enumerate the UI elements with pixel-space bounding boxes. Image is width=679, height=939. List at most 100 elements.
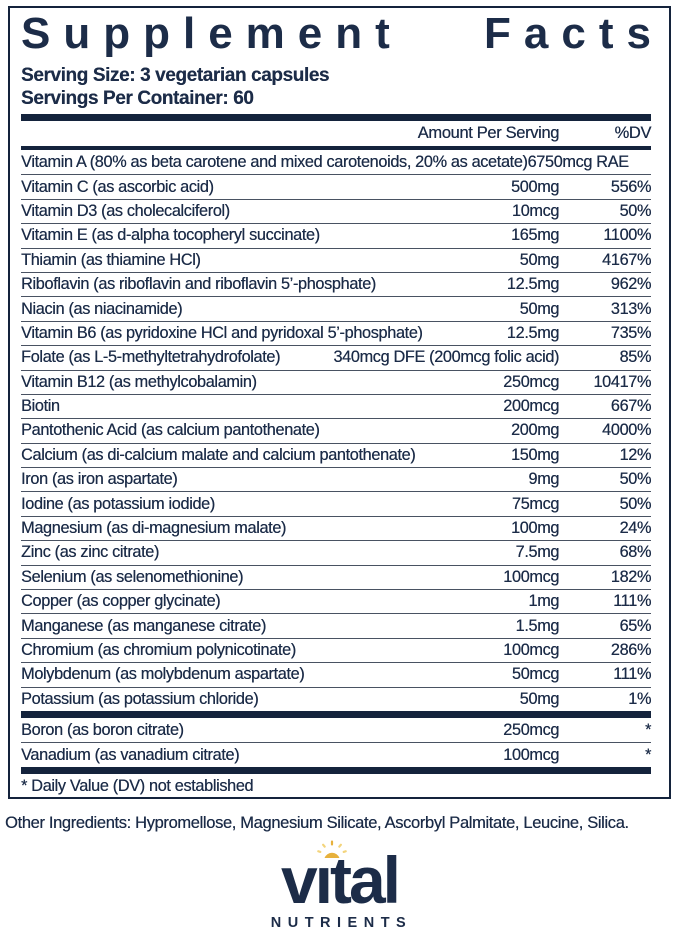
ingredient-name: Potassium (as potassium chloride)	[21, 689, 259, 708]
divider-thick-bottom	[21, 766, 651, 774]
ingredient-dv: 50%	[619, 470, 651, 489]
table-row: Molybdenum (as molybdenum aspartate) 50m…	[21, 662, 651, 686]
ingredient-dv: 286%	[610, 641, 652, 659]
ingredient-dv: 1%	[628, 689, 651, 708]
table-row: Selenium (as selenomethionine) 100mcg 18…	[21, 564, 652, 589]
ingredient-name: Boron (as boron citrate)	[21, 720, 184, 739]
table-row: Vitamin C (as ascorbic acid) 500mg 556%	[21, 174, 651, 198]
ingredient-dv: 24%	[619, 519, 651, 538]
ingredient-amount: 100mcg	[503, 567, 559, 586]
ingredient-name: Thiamin (as thiamine HCl)	[21, 250, 201, 269]
ingredient-dv: 12%	[619, 445, 651, 464]
ingredient-name: Vitamin B12 (as methylcobalamin)	[21, 372, 257, 391]
table-row: Pantothenic Acid (as calcium pantothenat…	[21, 418, 651, 442]
ingredient-amount: 100mcg	[503, 641, 559, 659]
ingredient-amount: 340mcg DFE (200mcg folic acid)	[333, 348, 559, 367]
ingredient-amount: 200mcg	[503, 397, 559, 416]
supplement-facts-panel: Supplement Facts Serving Size: 3 vegetar…	[8, 6, 671, 799]
ingredient-dv: 111%	[613, 665, 651, 684]
ingredient-amount: 12.5mg	[506, 323, 560, 342]
ingredient-dv: 313%	[610, 299, 652, 318]
ingredient-dv: 4000%	[602, 421, 651, 440]
divider-medium-header	[21, 146, 651, 150]
table-row: Vitamin E (as d-alpha tocopheryl succina…	[21, 223, 651, 247]
table-row: Potassium (as potassium chloride) 50mg 1…	[21, 686, 651, 711]
table-row: Vitamin B12 (as methylcobalamin) 250mcg …	[21, 369, 651, 394]
table-row: Calcium (as di-calcium malate and calciu…	[21, 442, 651, 467]
ingredient-dv: 1100%	[603, 226, 651, 245]
table-row: Iron (as iron aspartate) 9mg 50%	[21, 467, 651, 491]
ingredient-amount: 100mcg	[503, 745, 559, 764]
ingredient-amount: 250mcg	[503, 372, 559, 391]
ingredient-dv: 962%	[610, 275, 652, 294]
table-row: Vitamin A (80% as beta carotene and mixe…	[21, 150, 651, 174]
divider-thick-top	[21, 114, 651, 121]
main-rows: Vitamin A (80% as beta carotene and mixe…	[21, 150, 651, 711]
table-header-row: Amount Per Serving %DV	[21, 121, 652, 146]
ingredient-name: Zinc (as zinc citrate)	[21, 543, 159, 562]
ingredient-name: Copper (as copper glycinate)	[21, 592, 221, 611]
ingredient-name: Niacin (as niacinamide)	[21, 299, 183, 318]
table-row: Manganese (as manganese citrate) 1.5mg 6…	[21, 613, 651, 637]
ingredient-amount: 6750mcg RAE	[527, 152, 629, 171]
ingredient-amount: 75mcg	[511, 494, 559, 513]
panel-title-word-2: Facts	[484, 9, 664, 58]
ingredient-dv: 556%	[610, 177, 652, 196]
ingredient-name: Pantothenic Acid (as calcium pantothenat…	[21, 421, 320, 440]
ingredient-amount: 165mg	[510, 226, 559, 245]
ingredient-dv: 65%	[619, 616, 651, 635]
ingredient-name: Molybdenum (as molybdenum aspartate)	[21, 665, 305, 684]
table-row: Vitamin B6 (as pyridoxine HCl and pyrido…	[21, 320, 651, 345]
daily-value-footnote: * Daily Value (DV) not established	[21, 777, 254, 796]
ingredient-name: Manganese (as manganese citrate)	[21, 616, 266, 635]
ingredient-amount: 50mg	[519, 250, 560, 269]
ingredient-dv: *	[645, 745, 651, 764]
ingredient-amount: 1mg	[528, 592, 559, 611]
ingredient-name: Folate (as L-5-methyltetrahydrofolate)	[21, 348, 281, 367]
ingredient-amount: 7.5mg	[515, 543, 559, 562]
ingredient-dv: 10417%	[593, 372, 651, 391]
sunburst-icon	[317, 840, 347, 858]
ingredient-amount: 50mg	[519, 689, 560, 708]
ingredient-amount: 12.5mg	[506, 275, 560, 294]
serving-info: Serving Size: 3 vegetarian capsules Serv…	[21, 64, 651, 110]
ingredient-dv: *	[645, 720, 651, 739]
table-row: Copper (as copper glycinate) 1mg 111%	[21, 589, 651, 613]
ingredient-dv: 50%	[619, 494, 651, 513]
ingredient-name: Biotin	[21, 397, 60, 416]
servings-per-container: Servings Per Container: 60	[21, 88, 254, 109]
ingredient-amount: 150mg	[510, 445, 559, 464]
table-row: Vanadium (as vanadium citrate) 100mcg *	[21, 742, 651, 766]
brand-subtitle: NUTRIENTS	[270, 915, 413, 931]
ingredient-amount: 9mg	[528, 470, 559, 489]
ingredient-amount: 100mg	[510, 519, 559, 538]
ingredient-dv: 68%	[619, 543, 651, 562]
panel-title-word-1: Supplement	[21, 9, 403, 58]
ingredient-name: Riboflavin (as riboflavin and riboflavin…	[21, 275, 376, 294]
panel-title: Supplement Facts	[21, 11, 651, 57]
ingredient-amount: 500mg	[510, 177, 559, 196]
table-row: Thiamin (as thiamine HCl) 50mg 4167%	[21, 247, 651, 272]
ingredient-amount: 10mcg	[511, 201, 559, 220]
ingredient-name: Calcium (as di-calcium malate and calciu…	[21, 445, 416, 464]
ingredient-name: Magnesium (as di-magnesium malate)	[21, 519, 286, 538]
ingredient-name: Vitamin D3 (as cholecalciferol)	[21, 201, 230, 220]
ingredient-name: Vitamin E (as d-alpha tocopheryl succina…	[21, 226, 320, 245]
brand-wordmark: vıtal	[280, 843, 401, 917]
brand-logo: vıtal NUTRIENTS	[0, 840, 679, 931]
table-row: Biotin 200mcg 667%	[21, 393, 652, 418]
table-row: Vitamin D3 (as cholecalciferol) 10mcg 50…	[21, 198, 651, 223]
table-row: Magnesium (as di-magnesium malate) 100mg…	[21, 515, 651, 540]
ingredient-dv: 667%	[610, 397, 652, 416]
table-row: Zinc (as zinc citrate) 7.5mg 68%	[21, 540, 651, 564]
table-row: Iodine (as potassium iodide) 75mcg 50%	[21, 491, 651, 515]
table-row: Niacin (as niacinamide) 50mg 313%	[21, 296, 651, 320]
ingredient-dv: 111%	[613, 592, 651, 611]
ingredient-dv: 182%	[610, 567, 652, 586]
other-ingredients: Other Ingredients: Hypromellose, Magnesi…	[5, 814, 629, 832]
ingredient-amount: 1.5mg	[515, 616, 559, 635]
table-row: Chromium (as chromium polynicotinate) 10…	[21, 637, 652, 662]
ingredient-amount: 50mg	[519, 299, 560, 318]
ingredient-name: Selenium (as selenomethionine)	[21, 567, 244, 586]
ingredient-amount: 250mcg	[503, 720, 559, 739]
